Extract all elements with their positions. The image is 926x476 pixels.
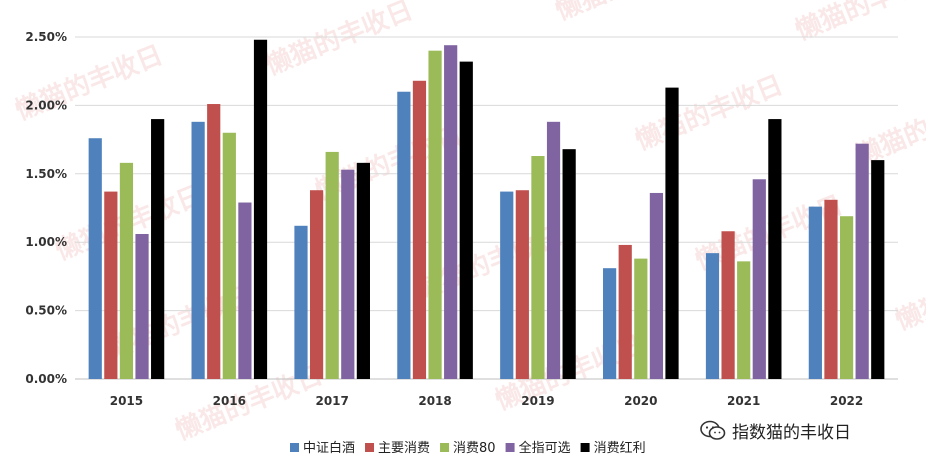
y-axis: 0.00% 0.50% 1.00% 1.50% 2.00% 2.50% <box>25 30 67 386</box>
bar-2020-1 <box>618 244 632 379</box>
x-tick-label: 2019 <box>521 394 554 408</box>
watermark-text: 懒猫的丰收日 <box>791 0 926 46</box>
legend-swatch <box>365 443 375 452</box>
bar-2018-2 <box>428 50 442 380</box>
bar-2022-4 <box>871 160 885 379</box>
bar-2022-3 <box>855 143 869 379</box>
bar-2016-4 <box>253 39 268 380</box>
bar-2017-3 <box>341 169 355 379</box>
bar-2015-2 <box>119 162 134 379</box>
bar-2019-3 <box>546 121 561 379</box>
bar-2015-1 <box>104 191 118 379</box>
bar-2021-2 <box>737 261 751 379</box>
watermark-text: 懒猫的丰收日 <box>551 0 707 26</box>
x-tick-label: 2021 <box>727 394 760 408</box>
bar-2019-4 <box>562 149 576 379</box>
wechat-bubble-icon <box>700 420 726 447</box>
y-tick-label: 2.50% <box>25 30 67 44</box>
y-tick-label: 1.00% <box>25 235 67 249</box>
bar-2021-1 <box>721 231 735 379</box>
bar-2016-3 <box>238 202 252 379</box>
bar-2016-0 <box>191 121 205 379</box>
bar-2018-3 <box>444 45 458 379</box>
bar-2016-1 <box>207 104 221 380</box>
bar-2019-1 <box>515 190 529 379</box>
legend-label: 消费80 <box>453 441 496 456</box>
x-tick-label: 2015 <box>110 394 143 408</box>
bar-2015-3 <box>135 233 149 379</box>
legend-swatch <box>505 443 515 452</box>
x-tick-label: 2020 <box>624 394 657 408</box>
watermark-text: 懒猫的丰收日 <box>261 0 417 81</box>
account-credit: 指数猫的丰收日 <box>700 418 851 447</box>
bar-2020-3 <box>649 192 664 379</box>
bar-2017-1 <box>309 190 324 379</box>
x-tick-label: 2018 <box>418 394 451 408</box>
credit-text: 指数猫的丰收日 <box>732 423 851 443</box>
bar-2019-2 <box>531 156 545 379</box>
bar-2021-0 <box>705 253 720 379</box>
legend-label: 消费红利 <box>594 440 646 456</box>
x-tick-label: 2017 <box>315 394 348 408</box>
bar-2018-4 <box>459 61 473 380</box>
legend-swatch <box>580 443 590 452</box>
bar-2020-0 <box>603 268 617 379</box>
bar-2021-3 <box>752 179 766 379</box>
bar-2017-4 <box>356 162 370 379</box>
bar-2017-0 <box>294 225 308 379</box>
bar-2020-4 <box>665 87 679 379</box>
watermark-text: 懒猫的丰收日 <box>891 249 926 336</box>
legend-label: 中证白酒 <box>303 440 355 456</box>
bar-2015-4 <box>151 119 165 379</box>
bar-2022-1 <box>824 199 838 379</box>
y-tick-label: 1.50% <box>25 167 67 181</box>
legend-swatch <box>290 443 299 452</box>
bar-2021-4 <box>768 119 782 379</box>
watermark-text: 懒猫的丰收日 <box>631 69 787 156</box>
legend-label: 主要消费 <box>378 441 430 456</box>
legend-label: 全指可选 <box>519 440 571 456</box>
bar-2018-1 <box>412 80 427 379</box>
y-tick-label: 2.00% <box>25 98 67 112</box>
bar-2017-2 <box>325 151 339 379</box>
x-tick-label: 2022 <box>830 394 863 408</box>
y-tick-label: 0.00% <box>25 372 67 386</box>
bar-2015-0 <box>88 138 102 379</box>
bar-2020-2 <box>634 258 648 379</box>
x-tick-label: 2016 <box>213 394 246 408</box>
y-tick-label: 0.50% <box>25 304 67 318</box>
bar-2018-0 <box>397 91 411 379</box>
bar-2022-2 <box>839 216 854 379</box>
bar-2022-0 <box>808 206 822 379</box>
bar-2016-2 <box>222 132 236 379</box>
bars-layer <box>88 39 885 380</box>
legend-swatch <box>440 443 450 452</box>
watermark-text: 懒猫的丰收日 <box>11 39 167 126</box>
x-axis: 2015 2016 2017 2018 2019 2020 2021 2022 <box>110 394 864 408</box>
bar-2019-0 <box>500 191 514 379</box>
legend: 中证白酒 主要消费 消费80 全指可选 消费红利 <box>290 440 646 456</box>
